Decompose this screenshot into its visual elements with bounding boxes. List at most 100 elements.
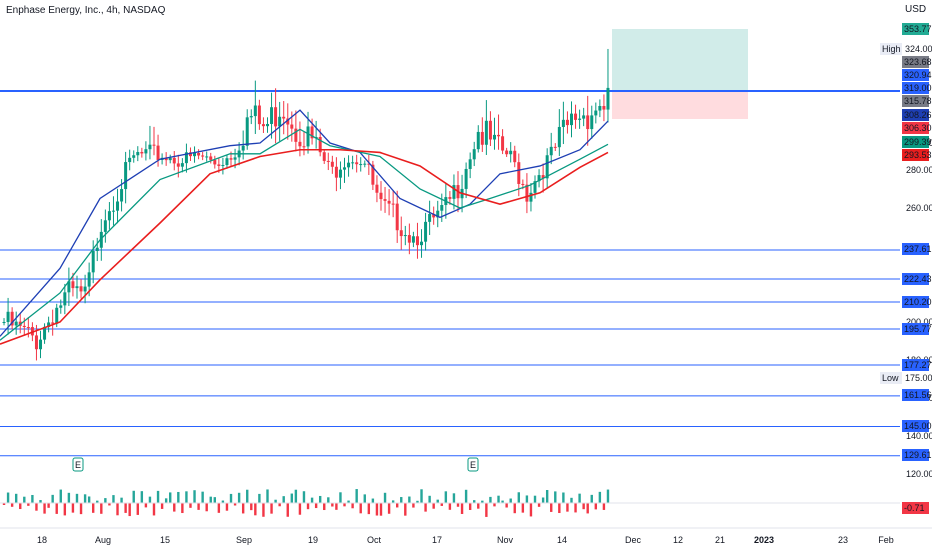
volume-bar [108,503,111,506]
price-badge-value: 323.68 [904,57,932,67]
volume-bar [323,503,326,511]
candle-body [407,235,411,243]
candle-body [253,105,257,117]
price-badge-value: 237.61 [904,244,932,254]
volume-bar [558,503,561,514]
candle-body [241,145,245,151]
volume-bar [43,503,46,514]
candle-body [6,311,10,322]
price-badge-value: -0.71 [904,503,925,513]
volume-bar [375,503,379,516]
price-badge-value: 293.53 [904,150,932,160]
price-badge-value: 315.78 [904,96,932,106]
candle-body [47,322,51,327]
volume-bar [562,492,565,503]
candle-body [509,150,513,155]
volume-bar [201,491,204,503]
candle-body [448,197,452,199]
price-badge-value: 324.00 [905,44,932,54]
volume-bar [327,497,330,503]
candle-body [533,181,537,193]
x-tick-label: Nov [497,535,514,545]
volume-bar [177,491,180,503]
volume-bar [448,503,452,510]
candle-body [399,230,403,237]
volume-bar [241,503,245,514]
price-badge [902,273,929,285]
volume-bar [254,503,257,516]
volume-bar [233,503,237,506]
candle-body [330,161,334,167]
candle-body [549,146,553,156]
price-badge-value: 175.00 [905,373,932,383]
x-tick-label: Sep [236,535,252,545]
y-tick-label: 280.00 [906,165,932,175]
volume-bar [594,503,598,510]
candle-body [411,236,415,243]
candle-body [107,211,111,221]
volume-bar [6,492,10,503]
candle-body [152,144,156,146]
candle-body [334,166,338,178]
volume-bar [258,493,261,503]
earnings-marker [467,457,479,472]
candle-body [379,192,383,200]
candle-body [144,149,148,154]
candle-body [578,118,582,120]
volume-bar [282,496,285,503]
volume-bar [501,500,504,503]
volume-bar [128,503,131,517]
price-badge-value: 161.56 [904,390,932,400]
volume-bar [169,492,172,503]
volume-bar [136,503,139,515]
badge-label-bg [880,43,902,55]
volume-bar [96,500,99,503]
volume-bar [318,495,322,503]
volume-bar [229,493,233,503]
volume-bar [266,489,269,503]
volume-bar [59,489,62,503]
price-badge [902,56,929,68]
volume-bar [359,503,362,514]
candle-body [188,152,192,157]
volume-bar [432,503,435,509]
candle-body [257,105,261,125]
volume-bar [120,497,123,503]
volume-bar [367,503,371,515]
volume-bar [310,497,314,503]
candle-body [537,175,541,182]
volume-bar [302,491,306,503]
volume-bar [513,503,516,514]
candle-body [472,149,476,160]
volume-bar [23,496,26,503]
candle-body [67,281,71,293]
volume-bar [39,500,42,503]
volume-bar [274,499,277,503]
volume-bar [221,500,225,503]
candle-body [590,115,594,130]
volume-bar [477,503,480,509]
x-tick-label: 21 [715,535,725,545]
price-badge [902,82,929,94]
candle-body [468,159,472,169]
volume-bar [428,495,431,503]
volume-bar [197,503,200,510]
badge-label-bg [880,372,902,384]
price-badge [902,420,929,432]
volume-bar [189,503,192,508]
candle-body [164,157,168,161]
candle-body [432,213,436,218]
price-badge-value: 320.94 [904,70,932,80]
volume-bar [104,498,107,503]
volume-bar [464,489,468,503]
candle-body [513,150,517,163]
earnings-marker-label: E [470,460,476,470]
volume-bar [213,497,216,503]
volume-bar [294,489,298,503]
volume-bar [181,503,184,514]
volume-bar [578,493,581,503]
candle-body [525,184,529,202]
candle-body [120,189,124,202]
price-badge-value: 222.43 [904,274,932,284]
